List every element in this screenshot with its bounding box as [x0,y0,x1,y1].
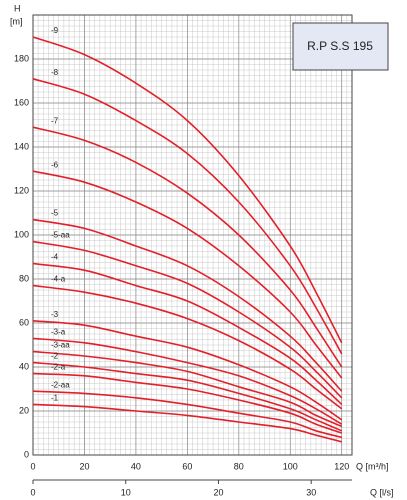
x-tick-label: 120 [334,461,349,471]
y-tick-label: 40 [19,361,29,371]
x-tick-label: 80 [234,461,244,471]
x-tick-label: 100 [283,461,298,471]
curve-label: -7 [51,116,59,125]
y-axis-label: H [14,3,21,13]
y-tick-label: 160 [14,97,29,107]
x-tick-label: 60 [182,461,192,471]
curve [32,170,343,379]
curve [32,390,342,439]
y-tick-label: 120 [14,185,29,195]
y-tick-label: 140 [14,141,29,151]
y-axis-unit: [m] [10,16,23,26]
x2-tick-label: 30 [306,487,316,497]
curve [32,320,343,421]
x2-tick-label: 10 [121,487,131,497]
curve-label: -2-a [51,363,66,372]
x2-tick-label: 0 [30,487,35,497]
curve [32,361,343,432]
plot-frame [32,14,353,456]
x2-axis-label: Q [l/s] [370,487,394,497]
curve-label: -5 [51,209,59,218]
x-tick-label: 0 [30,461,35,471]
curve-label: -6 [51,160,59,169]
curve-label: -4 [51,253,59,262]
curve [32,337,343,425]
y-tick-label: 80 [19,273,29,283]
curve [32,350,343,428]
curve-label: -8 [51,68,59,77]
curve-label: -3 [51,310,59,319]
y-tick-label: 180 [14,53,29,63]
y-tick-label: 0 [24,449,29,459]
chart-title: R.P S.S 195 [307,39,373,53]
y-tick-label: 100 [14,229,29,239]
curve [32,262,343,405]
curve [32,78,343,355]
curve-label: -5-aa [51,231,70,240]
x-axis-label: Q [m³/h] [356,461,389,471]
curve [32,218,343,392]
curve-label: -3-a [51,328,66,337]
curve-label: -4-a [51,275,66,284]
curve [32,126,343,368]
x-tick-label: 40 [131,461,141,471]
x2-tick-label: 20 [213,487,223,497]
title-box [292,22,389,71]
y-tick-label: 60 [19,317,29,327]
curve [32,403,342,443]
curve [32,36,343,344]
curve-label: -3-aa [51,341,70,350]
curve-label: -9 [51,26,59,35]
curve [32,240,343,399]
curve [32,284,343,410]
curve [32,372,342,434]
curve-label: -1 [51,394,59,403]
x-tick-label: 20 [79,461,89,471]
curve-label: -2-aa [51,380,70,389]
y-tick-label: 20 [19,405,29,415]
curve-label: -2 [51,352,59,361]
